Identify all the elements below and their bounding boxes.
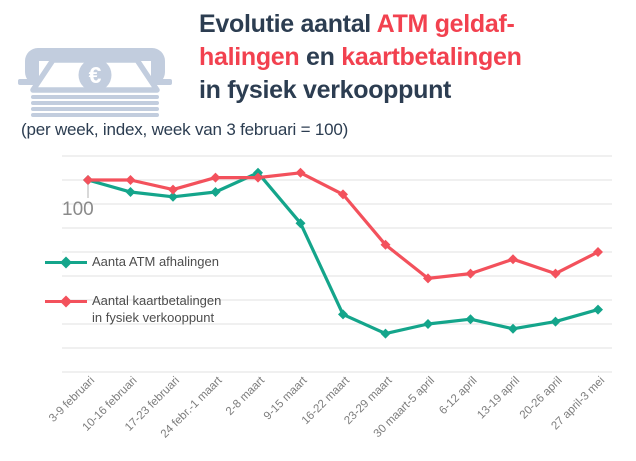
page-title: Evolutie aantal ATM geldaf- halingen en … — [199, 8, 635, 107]
x-axis-label: 13-19 april — [475, 375, 522, 422]
data-point-kaartbetalingen — [593, 247, 603, 257]
data-point-kaartbetalingen — [295, 167, 306, 178]
legend-label: Aanta ATM afhalingen — [92, 254, 219, 269]
euro-symbol: € — [89, 62, 102, 88]
note-stack-bar — [31, 95, 159, 99]
y-axis-reference-label: 100 — [62, 199, 94, 220]
data-point-atm-afhalingen — [593, 304, 603, 315]
data-point-atm-afhalingen — [210, 187, 221, 197]
data-point-kaartbetalingen — [125, 175, 136, 185]
title-segment-highlight: kaartbetalingen — [341, 43, 522, 71]
legend-label-line1: Aantal kaartbetalingen — [92, 293, 222, 308]
legend-label: Aantal kaartbetalingen in fysiek verkoop… — [92, 293, 221, 326]
legend-label-line2: in fysiek verkooppunt — [92, 309, 215, 325]
chart-subtitle: (per week, index, week van 3 februari = … — [21, 120, 349, 139]
data-point-atm-afhalingen — [508, 323, 518, 334]
data-point-kaartbetalingen — [210, 172, 221, 183]
x-axis-label: 6-12 april — [437, 375, 479, 417]
legend-line-marker-red — [45, 295, 87, 308]
data-point-atm-afhalingen — [338, 309, 348, 320]
data-point-kaartbetalingen — [508, 254, 518, 265]
data-point-kaartbetalingen — [550, 268, 561, 279]
data-point-kaartbetalingen — [338, 189, 348, 200]
note-stack-bar — [31, 113, 159, 117]
data-point-atm-afhalingen — [168, 191, 178, 202]
atm-cash-withdrawal-icon: € — [15, 40, 175, 120]
note-stack-bar — [31, 101, 159, 105]
x-axis-label: 2-8 maart — [224, 374, 268, 418]
title-segment: Evolutie aantal — [199, 10, 377, 38]
data-point-kaartbetalingen — [83, 175, 93, 185]
data-point-atm-afhalingen — [380, 328, 391, 339]
legend-entry-kaartbetalingen: Aantal kaartbetalingen in fysiek verkoop… — [44, 293, 221, 326]
note-stack-bar — [31, 107, 159, 111]
diamond-marker-icon — [60, 256, 72, 269]
atm-icon-graphic: € — [18, 48, 172, 117]
data-point-kaartbetalingen — [423, 273, 433, 284]
data-point-atm-afhalingen — [125, 187, 136, 197]
euro-coin — [78, 58, 112, 92]
title-segment-highlight: halingen — [199, 43, 300, 71]
data-point-kaartbetalingen — [380, 239, 391, 250]
data-point-kaartbetalingen — [168, 184, 178, 195]
data-point-kaartbetalingen — [465, 268, 476, 279]
title-segment: in fysiek verkooppunt — [199, 76, 452, 104]
data-point-atm-afhalingen — [423, 319, 433, 329]
data-point-kaartbetalingen — [253, 172, 263, 183]
data-point-atm-afhalingen — [550, 316, 561, 327]
legend-entry-atm-afhalingen: Aanta ATM afhalingen — [44, 254, 219, 271]
legend-line-marker-teal — [45, 256, 87, 269]
data-point-atm-afhalingen — [295, 218, 306, 229]
diamond-marker-icon — [60, 295, 72, 308]
data-point-atm-afhalingen — [465, 314, 476, 325]
title-segment: en — [299, 43, 342, 71]
title-segment-highlight: ATM geldaf- — [376, 10, 515, 38]
